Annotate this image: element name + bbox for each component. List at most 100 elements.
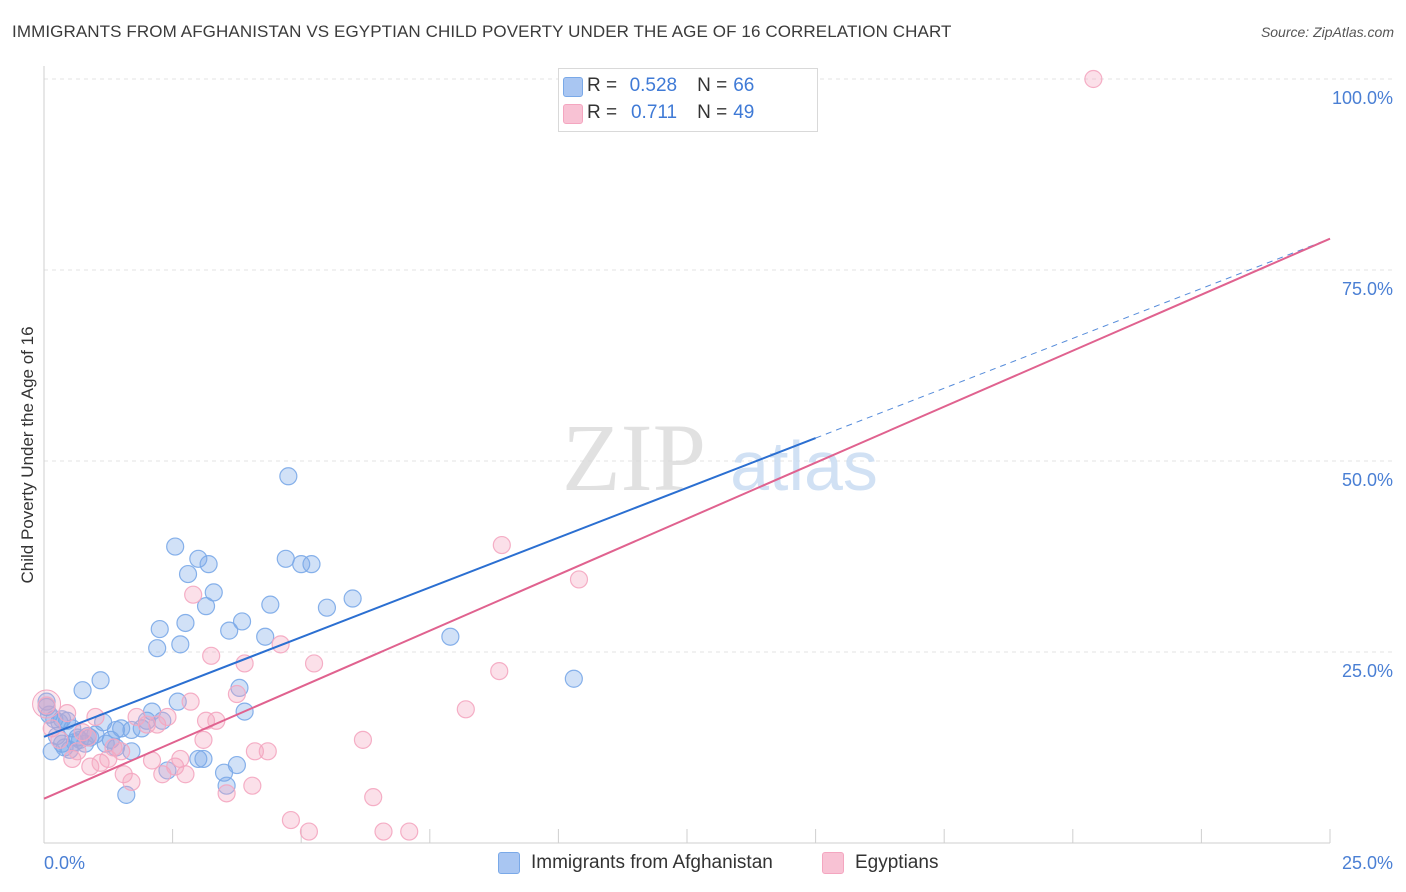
point-afghanistan — [564, 669, 583, 688]
point-egyptians — [32, 689, 62, 719]
y-tick-label: 25.0% — [1342, 661, 1393, 681]
watermark-atlas: atlas — [730, 427, 878, 505]
point-egyptians — [243, 776, 262, 795]
tick-labels: 25.0% 50.0% 75.0% 100.0% 0.0% 25.0% — [44, 88, 1393, 873]
point-egyptians — [374, 822, 393, 841]
legend-swatch-pink — [563, 104, 583, 124]
point-egyptians — [245, 742, 265, 761]
point-afghanistan — [137, 711, 156, 730]
legend-label-afghanistan: Immigrants from Afghanistan — [531, 852, 773, 873]
point-afghanistan — [232, 612, 252, 631]
x-tick-label: 25.0% — [1342, 853, 1393, 873]
point-afghanistan — [196, 597, 216, 616]
point-afghanistan — [343, 589, 362, 608]
point-egyptians — [68, 742, 87, 761]
point-afghanistan — [189, 549, 208, 568]
point-egyptians — [569, 570, 589, 589]
point-afghanistan — [204, 583, 223, 602]
point-egyptians — [304, 654, 324, 673]
point-egyptians — [58, 704, 77, 723]
point-egyptians — [490, 661, 509, 681]
point-egyptians — [196, 711, 216, 730]
gridlines — [44, 78, 1392, 653]
point-afghanistan — [171, 635, 190, 654]
legend-row-afghanistan: R = 0.528 N = 66 — [563, 74, 755, 98]
legend-item-afghanistan[interactable]: Immigrants from Afghanistan — [498, 852, 773, 874]
point-afghanistan — [441, 627, 460, 646]
point-afghanistan — [150, 619, 169, 639]
trend-line-egyptians — [43, 237, 1331, 800]
point-afghanistan — [166, 537, 185, 556]
point-afghanistan — [317, 598, 337, 617]
point-afghanistan — [279, 467, 298, 486]
point-afghanistan — [73, 681, 92, 700]
point-egyptians — [258, 742, 277, 761]
point-egyptians — [137, 715, 156, 734]
point-egyptians — [364, 788, 383, 807]
legend-swatch-blue — [563, 77, 583, 97]
point-egyptians — [171, 749, 190, 769]
point-afghanistan — [199, 555, 218, 574]
legend-n-value: 66 — [733, 75, 755, 96]
y-tick-label: 100.0% — [1332, 88, 1393, 108]
point-afghanistan — [194, 749, 213, 769]
point-egyptians — [202, 646, 221, 665]
point-afghanistan — [276, 549, 295, 568]
point-afghanistan — [37, 692, 56, 711]
legend-n-value: 49 — [733, 102, 755, 123]
point-egyptians — [73, 723, 92, 742]
legend-n-label: N = — [697, 75, 728, 96]
point-egyptians — [158, 707, 177, 727]
point-egyptians — [127, 707, 146, 727]
point-afghanistan — [227, 755, 246, 775]
point-egyptians — [492, 535, 511, 555]
legend-r-label: R = — [587, 102, 618, 123]
legend-swatch-pink — [822, 852, 844, 874]
point-egyptians — [194, 730, 213, 749]
point-afghanistan — [176, 613, 195, 633]
legend-label-egyptians: Egyptians — [855, 852, 939, 873]
point-egyptians — [122, 772, 141, 791]
point-egyptians — [299, 822, 319, 841]
point-egyptians — [456, 700, 475, 719]
point-afghanistan — [189, 749, 208, 769]
point-egyptians — [112, 742, 131, 761]
series-legend: Immigrants from Afghanistan Egyptians — [0, 852, 1406, 878]
point-egyptians — [281, 810, 301, 830]
data-points — [32, 69, 1103, 841]
trend-line-afghanistan — [43, 437, 816, 738]
point-afghanistan — [217, 776, 236, 795]
point-egyptians — [353, 730, 373, 749]
y-tick-label: 75.0% — [1342, 279, 1393, 299]
point-afghanistan — [302, 555, 321, 574]
point-egyptians — [227, 684, 246, 704]
point-afghanistan — [261, 595, 280, 614]
point-egyptians — [78, 728, 97, 747]
point-egyptians — [184, 585, 203, 604]
x-tick-label: 0.0% — [44, 853, 85, 873]
chart-title: IMMIGRANTS FROM AFGHANISTAN VS EGYPTIAN … — [12, 22, 952, 41]
trend-lines — [43, 237, 1331, 800]
source-credit: Source: ZipAtlas.com — [1260, 24, 1394, 40]
point-egyptians — [176, 765, 195, 784]
legend-r-label: R = — [587, 75, 618, 96]
point-afghanistan — [148, 639, 167, 658]
point-egyptians — [37, 696, 56, 715]
point-egyptians — [181, 692, 200, 711]
point-egyptians — [148, 715, 167, 734]
trend-extension-afghanistan — [815, 238, 1331, 439]
watermark: ZIP atlas — [562, 404, 878, 511]
point-afghanistan — [168, 692, 187, 711]
point-egyptians — [1084, 69, 1103, 89]
point-afghanistan — [178, 564, 198, 584]
point-egyptians — [81, 757, 100, 776]
point-afghanistan — [220, 621, 239, 640]
y-tick-label: 50.0% — [1342, 470, 1393, 490]
point-afghanistan — [292, 555, 311, 574]
legend-r-value: 0.528 — [629, 75, 678, 96]
legend-item-egyptians[interactable]: Egyptians — [822, 852, 938, 874]
correlation-legend: R = 0.528 N = 66 R = 0.711 N = 49 — [558, 68, 818, 132]
legend-swatch-blue — [498, 852, 520, 874]
legend-r-value: 0.711 — [630, 102, 678, 123]
point-egyptians — [114, 765, 133, 784]
